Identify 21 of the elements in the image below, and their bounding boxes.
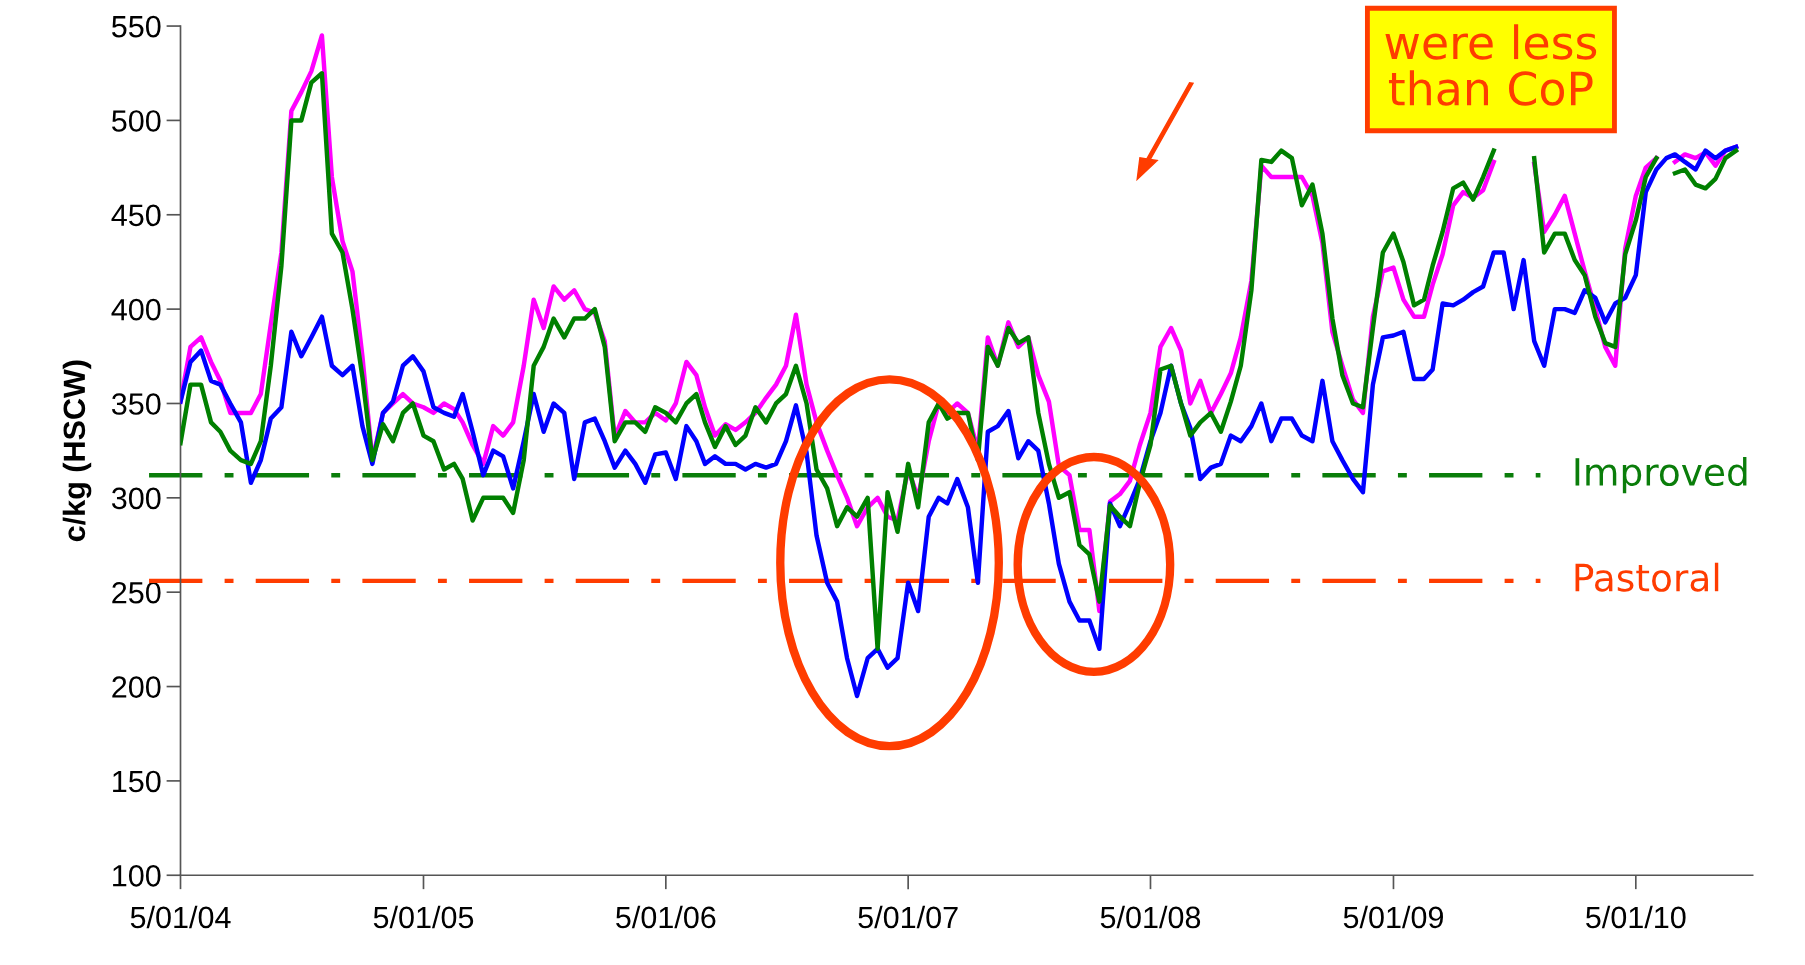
- y-tick-label: 200: [112, 676, 161, 698]
- y-axis-title: c/kg (HSCW): [62, 360, 92, 542]
- y-tick-label: 300: [111, 487, 161, 510]
- x-tick-label: 5/01/09: [1343, 905, 1444, 929]
- y-tick-label: 500: [112, 110, 161, 132]
- x-tick-label: 5/01/04: [130, 905, 231, 929]
- x-tick-label: 5/01/10: [1586, 905, 1686, 929]
- y-tick-label: 550: [112, 15, 161, 38]
- x-tick-label: 5/01/06: [616, 905, 716, 929]
- y-tick-label: 400: [111, 298, 161, 321]
- ref-line-label: Pastoral: [1575, 562, 1719, 592]
- annotation: were less than CoP: [1385, 24, 1597, 106]
- x-tick-label: 5/01/07: [858, 905, 958, 929]
- y-tick-label: 150: [113, 770, 161, 793]
- y-tick-label: 450: [111, 204, 161, 227]
- y-tick-label: 250: [112, 581, 161, 604]
- ref-line-label: Improved: [1575, 457, 1747, 494]
- y-tick-label: 350: [111, 393, 161, 415]
- y-tick-label: 100: [113, 864, 161, 887]
- x-tick-label: 5/01/08: [1100, 905, 1201, 929]
- x-tick-label: 5/01/05: [373, 905, 474, 929]
